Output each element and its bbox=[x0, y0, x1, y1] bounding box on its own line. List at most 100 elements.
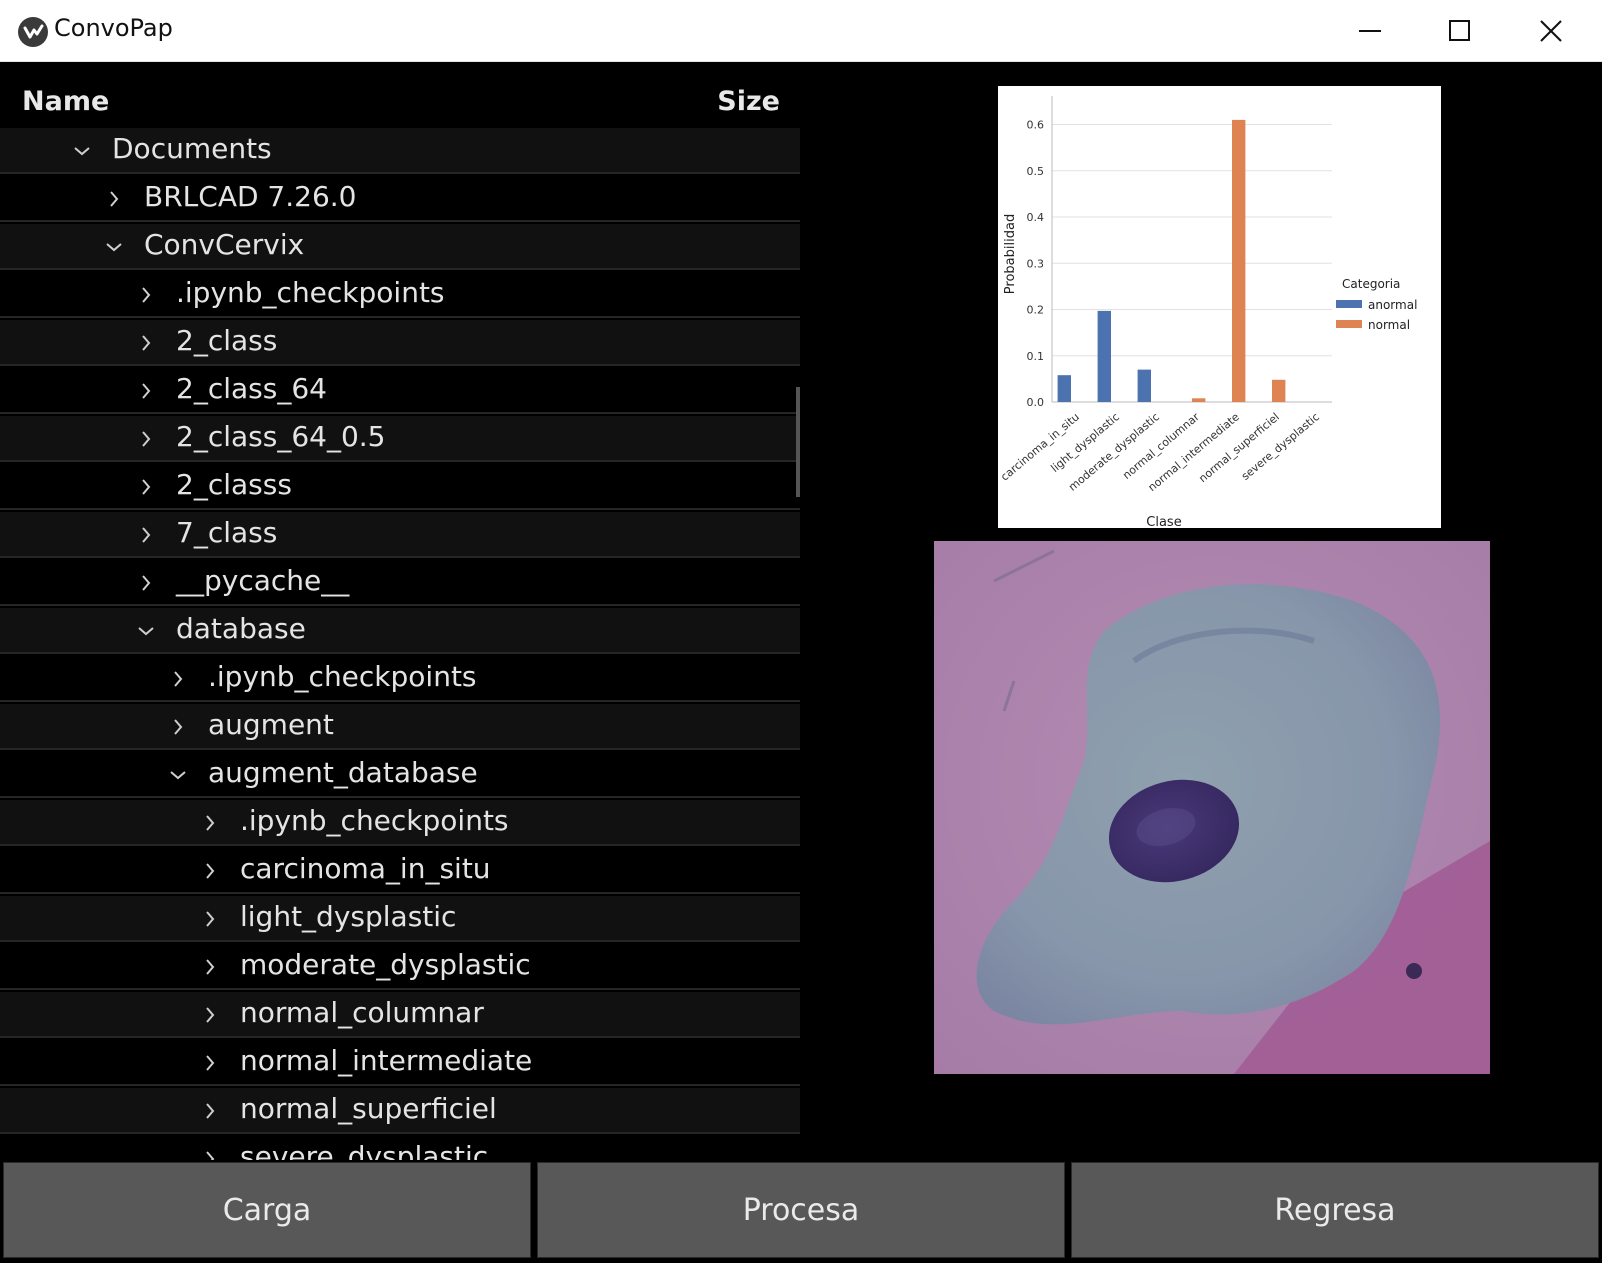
chevron-right-icon[interactable] bbox=[136, 285, 156, 305]
y-tick-label: 0.0 bbox=[1027, 396, 1045, 409]
chevron-right-icon[interactable] bbox=[104, 189, 124, 209]
chevron-right-icon[interactable] bbox=[200, 813, 220, 833]
bar-normal bbox=[1192, 398, 1206, 402]
tree-row-label: database bbox=[176, 612, 306, 645]
chevron-down-icon[interactable] bbox=[168, 765, 188, 785]
chevron-right-icon[interactable] bbox=[136, 573, 156, 593]
minimize-button[interactable] bbox=[1327, 0, 1415, 62]
tree-row[interactable]: augment_database bbox=[0, 752, 800, 798]
tree-row-label: Documents bbox=[112, 132, 272, 165]
column-header-size[interactable]: Size bbox=[717, 86, 780, 117]
chevron-right-icon[interactable] bbox=[200, 861, 220, 881]
probability-chart: 0.0 0.1 0.2 0.3 0.4 0.5 0.6 carcinoma_in_situ li… bbox=[998, 86, 1441, 528]
chevron-right-icon[interactable] bbox=[168, 717, 188, 737]
tree-row-label: normal_superficiel bbox=[240, 1092, 497, 1125]
tree-row-label: ConvCervix bbox=[144, 228, 305, 261]
chevron-right-icon[interactable] bbox=[136, 525, 156, 545]
tree-row[interactable]: 2_class bbox=[0, 320, 800, 366]
maximize-button[interactable] bbox=[1416, 0, 1504, 62]
chevron-right-icon[interactable] bbox=[136, 381, 156, 401]
tree-row-label: 2_class_64_0.5 bbox=[176, 420, 386, 453]
chevron-right-icon[interactable] bbox=[136, 333, 156, 353]
y-tick-label: 0.4 bbox=[1027, 211, 1045, 224]
bar-anormal bbox=[1137, 369, 1151, 402]
chevron-right-icon[interactable] bbox=[200, 1149, 220, 1160]
tree-row[interactable]: normal_columnar bbox=[0, 992, 800, 1038]
procesa-button[interactable]: Procesa bbox=[537, 1162, 1065, 1258]
regresa-button[interactable]: Regresa bbox=[1071, 1162, 1599, 1258]
tree-scrollbar[interactable] bbox=[796, 387, 800, 497]
tree-row[interactable]: normal_superficiel bbox=[0, 1088, 800, 1134]
app-logo-icon bbox=[18, 17, 48, 47]
tree-row-label: 2_class_64 bbox=[176, 372, 327, 405]
x-tick-label: light_dysplastic bbox=[1048, 410, 1121, 475]
tree-row[interactable]: ConvCervix bbox=[0, 224, 800, 270]
legend-swatch bbox=[1336, 320, 1362, 328]
window-title: ConvoPap bbox=[54, 14, 173, 42]
tree-row[interactable]: augment bbox=[0, 704, 800, 750]
tree-row[interactable]: severe_dysplastic bbox=[0, 1136, 800, 1160]
action-bar: Carga Procesa Regresa bbox=[0, 1160, 1602, 1263]
file-tree[interactable]: Name Size Documents BRLCAD 7.26.0 ConvCerv… bbox=[0, 62, 800, 1160]
y-tick-label: 0.5 bbox=[1027, 165, 1045, 178]
tree-row-label: .ipynb_checkpoints bbox=[176, 276, 445, 309]
tree-row[interactable]: database bbox=[0, 608, 800, 654]
y-tick-label: 0.3 bbox=[1027, 257, 1045, 270]
tree-row[interactable]: .ipynb_checkpoints bbox=[0, 656, 800, 702]
tree-row[interactable]: 2_class_64_0.5 bbox=[0, 416, 800, 462]
tree-row[interactable]: moderate_dysplastic bbox=[0, 944, 800, 990]
tree-row-label: 7_class bbox=[176, 516, 278, 549]
chevron-down-icon[interactable] bbox=[136, 621, 156, 641]
chevron-right-icon[interactable] bbox=[136, 477, 156, 497]
tree-row[interactable]: light_dysplastic bbox=[0, 896, 800, 942]
chevron-right-icon[interactable] bbox=[200, 1005, 220, 1025]
tree-row-label: moderate_dysplastic bbox=[240, 948, 531, 981]
tree-row[interactable]: BRLCAD 7.26.0 bbox=[0, 176, 800, 222]
minimize-icon bbox=[1359, 30, 1381, 32]
chevron-right-icon[interactable] bbox=[200, 909, 220, 929]
tree-row-label: normal_columnar bbox=[240, 996, 484, 1029]
maximize-icon bbox=[1449, 20, 1470, 41]
bar-anormal bbox=[1057, 375, 1071, 402]
tree-row-label: .ipynb_checkpoints bbox=[208, 660, 477, 693]
tree-row[interactable]: .ipynb_checkpoints bbox=[0, 800, 800, 846]
chevron-right-icon[interactable] bbox=[200, 957, 220, 977]
tree-row[interactable]: carcinoma_in_situ bbox=[0, 848, 800, 894]
tree-row-label: severe_dysplastic bbox=[240, 1140, 489, 1160]
close-icon bbox=[1540, 20, 1562, 42]
chevron-right-icon[interactable] bbox=[200, 1053, 220, 1073]
y-tick-label: 0.2 bbox=[1027, 304, 1045, 317]
chevron-down-icon[interactable] bbox=[104, 237, 124, 257]
tree-row-label: carcinoma_in_situ bbox=[240, 852, 491, 885]
tree-header: Name Size bbox=[0, 62, 800, 122]
tree-row-label: normal_intermediate bbox=[240, 1044, 533, 1077]
y-axis-label: Probabilidad bbox=[1003, 214, 1018, 294]
bar-normal bbox=[1272, 379, 1286, 402]
legend-swatch bbox=[1336, 300, 1362, 308]
tree-row-label: .ipynb_checkpoints bbox=[240, 804, 509, 837]
tree-row-label: BRLCAD 7.26.0 bbox=[144, 180, 357, 213]
y-tick-label: 0.1 bbox=[1027, 350, 1045, 363]
chart-svg: 0.00.10.20.30.40.50.6carcinoma_in_situli… bbox=[998, 96, 1417, 528]
tree-row[interactable]: .ipynb_checkpoints bbox=[0, 272, 800, 318]
column-header-name[interactable]: Name bbox=[22, 86, 110, 117]
tree-row[interactable]: __pycache__ bbox=[0, 560, 800, 606]
legend-title: Categoria bbox=[1342, 277, 1400, 291]
tree-row[interactable]: 2_class_64 bbox=[0, 368, 800, 414]
tree-row[interactable]: Documents bbox=[0, 128, 800, 174]
tree-row[interactable]: 7_class bbox=[0, 512, 800, 558]
tree-row[interactable]: normal_intermediate bbox=[0, 1040, 800, 1086]
chevron-down-icon[interactable] bbox=[72, 141, 92, 161]
chevron-right-icon[interactable] bbox=[200, 1101, 220, 1121]
chevron-right-icon[interactable] bbox=[136, 429, 156, 449]
chevron-right-icon[interactable] bbox=[168, 669, 188, 689]
tree-row[interactable]: 2_classs bbox=[0, 464, 800, 510]
y-tick-label: 0.6 bbox=[1027, 119, 1045, 132]
tree-row-label: light_dysplastic bbox=[240, 900, 457, 933]
tree-row-label: __pycache__ bbox=[176, 564, 350, 597]
legend-label: normal bbox=[1368, 318, 1410, 332]
close-button[interactable] bbox=[1507, 0, 1595, 62]
tree-row-label: augment bbox=[208, 708, 334, 741]
carga-button[interactable]: Carga bbox=[3, 1162, 531, 1258]
bar-normal bbox=[1232, 119, 1246, 402]
